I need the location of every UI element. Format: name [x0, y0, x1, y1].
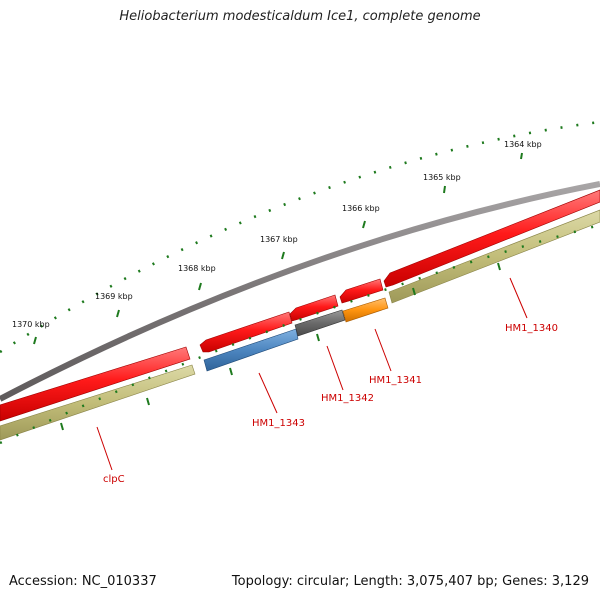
accession-text: Accession: NC_010337 — [9, 574, 157, 589]
leader-HM1-1340 — [509, 277, 528, 319]
scale-label-1368: 1368 kbp — [178, 264, 216, 273]
scale-label-1370: 1370 kbp — [12, 320, 50, 329]
gene-HM1-1341-forward[interactable] — [339, 278, 384, 304]
major-tick-1366 — [362, 220, 366, 229]
leader-HM1-1341 — [374, 328, 392, 372]
gene-clpC-forward[interactable] — [0, 346, 191, 422]
inner-tick-6 — [60, 422, 64, 431]
inner-tick-5 — [146, 397, 150, 406]
inner-tick-1 — [497, 262, 501, 271]
scale-label-1366: 1366 kbp — [342, 204, 380, 213]
inner-tick-4 — [229, 367, 233, 376]
leader-HM1-1342 — [326, 345, 344, 391]
gene-label-HM1-1341[interactable]: HM1_1341 — [369, 375, 422, 386]
gene-HM1-1342-gray[interactable] — [294, 309, 346, 337]
scale-labels: 1364 kbp 1365 kbp 1366 kbp 1367 kbp 1368… — [12, 140, 542, 329]
leader-clpC — [96, 426, 113, 471]
gene-clpC-olive[interactable] — [0, 364, 196, 441]
gene-label-clpC[interactable]: clpC — [103, 474, 125, 485]
gene-label-HM1-1343[interactable]: HM1_1343 — [252, 418, 305, 429]
scale-ring-dots — [0, 120, 600, 354]
genome-backbone — [0, 181, 600, 402]
gene-labels: clpC HM1_1343 HM1_1342 HM1_1341 HM1_1340 — [103, 323, 558, 485]
scale-label-1369: 1369 kbp — [95, 292, 133, 301]
gene-HM1-1340-olive[interactable] — [388, 209, 600, 304]
major-tick-1364 — [520, 152, 523, 160]
major-tick-1368 — [198, 282, 202, 291]
genome-summary-text: Topology: circular; Length: 3,075,407 bp… — [231, 574, 589, 589]
major-tick-1369 — [116, 309, 120, 318]
forward-strand-genes[interactable] — [0, 189, 600, 422]
inner-ring-dots — [0, 223, 600, 445]
gene-HM1-1340-forward[interactable] — [383, 189, 600, 288]
scale-ticks-inner — [0, 223, 600, 445]
major-tick-1365 — [443, 185, 446, 194]
leader-HM1-1343 — [258, 372, 278, 414]
major-tick-1367 — [281, 251, 285, 260]
major-tick-1370 — [33, 336, 37, 345]
inner-tick-3 — [316, 333, 320, 342]
gene-label-HM1-1342[interactable]: HM1_1342 — [321, 393, 374, 404]
gene-label-lines — [96, 277, 528, 471]
scale-label-1365: 1365 kbp — [423, 173, 461, 182]
secondary-strand-genes[interactable] — [0, 209, 600, 441]
inner-tick-2 — [412, 287, 416, 296]
gene-HM1-1341-orange[interactable] — [342, 297, 389, 323]
scale-label-1367: 1367 kbp — [260, 235, 298, 244]
genome-title: Heliobacterium modesticaldum Ice1, compl… — [119, 9, 481, 24]
gene-HM1-1343-forward[interactable] — [199, 311, 293, 353]
scale-ticks-outer — [0, 120, 600, 354]
gene-label-HM1-1340[interactable]: HM1_1340 — [505, 323, 558, 334]
gene-HM1-1342-forward[interactable] — [289, 294, 339, 322]
scale-label-1364: 1364 kbp — [504, 140, 542, 149]
gene-HM1-1343-blue[interactable] — [203, 328, 299, 372]
